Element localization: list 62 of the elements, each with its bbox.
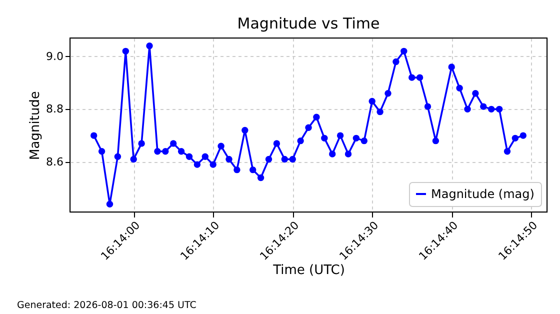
y-axis-title: Magnitude [28,91,44,160]
point [186,153,193,160]
point [496,106,503,113]
point [273,140,280,147]
chart-title: Magnitude vs Time [237,14,380,32]
point [520,132,527,139]
point [162,148,169,155]
point [289,156,296,163]
point [194,161,201,168]
point [464,106,471,113]
point [328,150,336,158]
point [384,90,392,97]
point [512,134,519,142]
y-tick-label: 9.0 [46,50,64,63]
legend-label: Magnitude (mag) [431,187,534,201]
point [242,126,248,134]
point [321,134,328,142]
point [416,74,424,81]
point [368,98,376,105]
point [106,200,114,208]
y-tick-label: 8.6 [46,155,64,168]
point [98,148,106,155]
point [249,166,256,174]
point [504,148,511,155]
point [488,106,495,113]
text: Generated: 2026-08-01 00:36:45 UTC [17,300,197,311]
point [432,137,440,144]
point [122,48,130,55]
point [154,148,161,155]
y-tick-label: 8.8 [46,102,64,116]
point [313,114,320,120]
x-axis-title: Time (UTC) [272,263,345,278]
point [392,58,400,66]
point [281,156,288,163]
point [400,48,408,55]
point [408,74,416,81]
point [226,156,232,163]
point [360,137,368,144]
point [202,153,209,160]
point [90,132,98,139]
point [178,148,185,155]
point [352,134,360,142]
point [448,64,455,70]
point [170,140,177,147]
point [472,90,479,97]
point [336,132,344,139]
point [210,161,216,168]
point [305,124,312,131]
point [480,103,487,110]
point [218,142,224,150]
point [376,108,384,116]
point [114,153,122,160]
point [424,103,432,110]
point [130,156,137,163]
point [297,137,304,144]
point [344,150,352,158]
point [234,166,240,174]
point [146,42,153,50]
point [456,84,463,92]
point [265,156,272,163]
point [257,174,264,182]
point [138,140,145,147]
